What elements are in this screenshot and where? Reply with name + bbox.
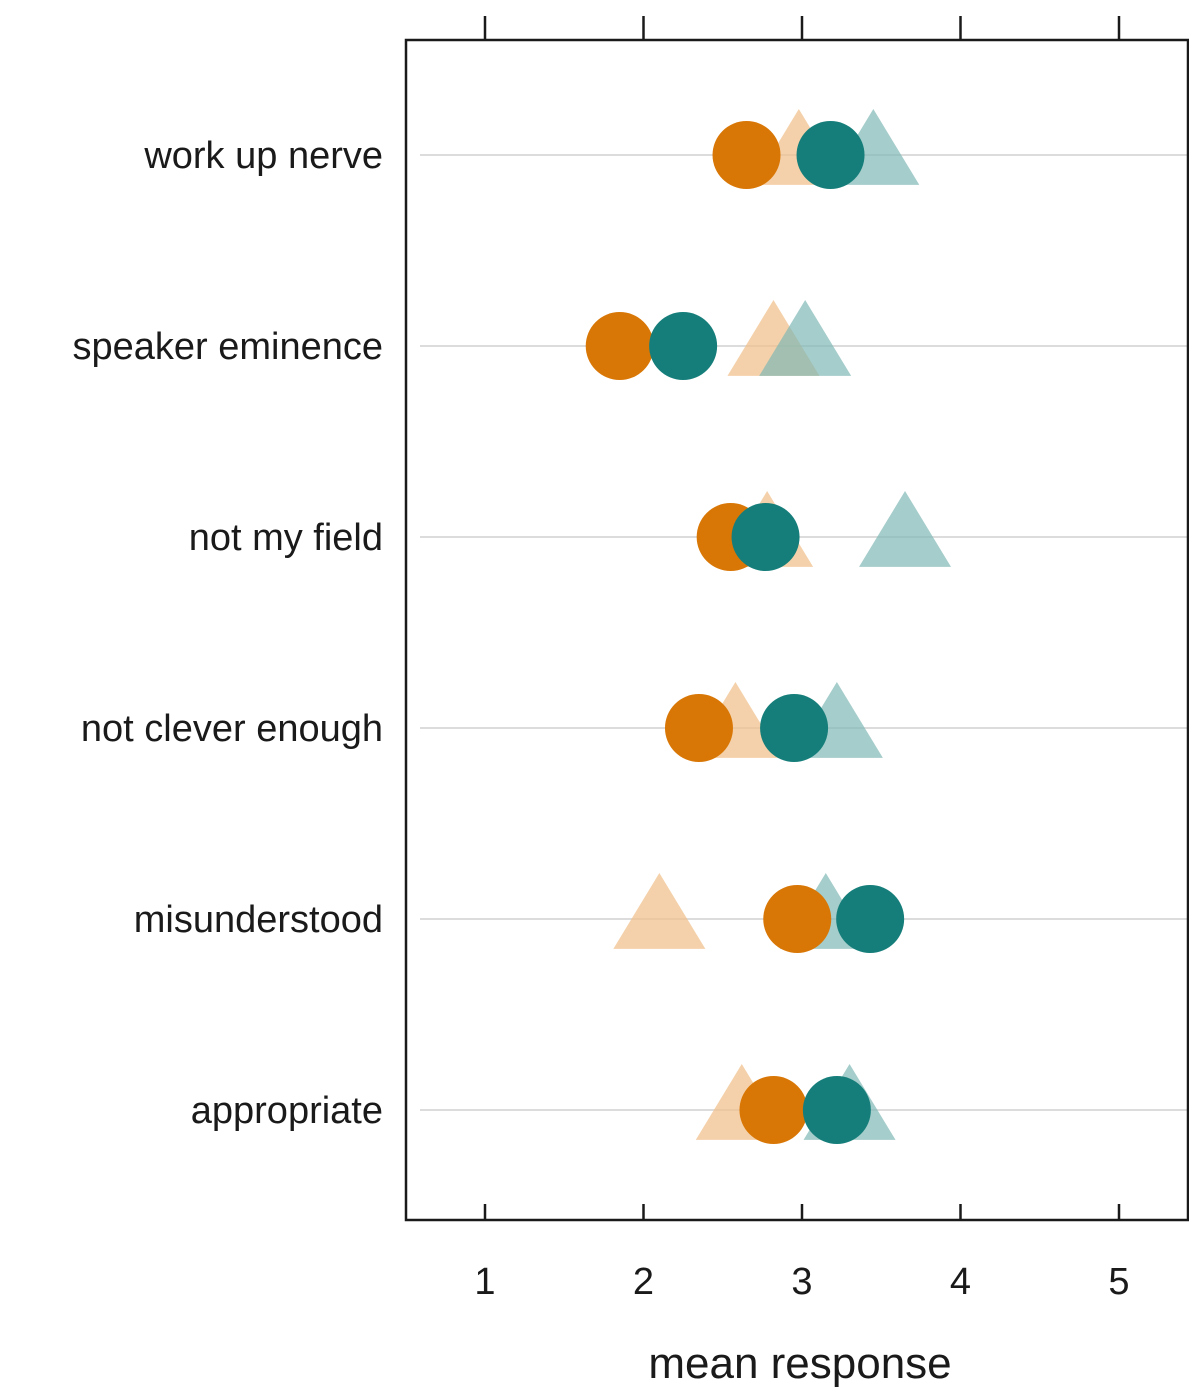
triangle-point-s0-c4 <box>613 873 706 949</box>
circle-point-s3-c0 <box>796 121 865 189</box>
circle-point-s2-c1 <box>585 312 654 380</box>
x-tick-label-0: 1 <box>474 1261 495 1303</box>
circle-point-s3-c2 <box>731 503 800 571</box>
category-label-4: misunderstood <box>134 899 383 941</box>
x-tick-label-4: 5 <box>1108 1261 1129 1303</box>
data-marks <box>585 109 952 1144</box>
triangle-point-s1-c2 <box>859 491 952 567</box>
circle-point-s2-c3 <box>664 694 733 762</box>
triangle-point-s1-c1 <box>759 300 852 376</box>
circle-point-s2-c5 <box>739 1076 808 1144</box>
circle-point-s3-c5 <box>802 1076 871 1144</box>
x-tick-labels: 1 2 3 4 5 <box>474 1261 1129 1303</box>
category-labels: work up nerve speaker eminence not my fiel… <box>72 135 383 1132</box>
gridlines <box>420 154 1188 1111</box>
circle-point-s2-c4 <box>763 885 832 953</box>
x-tick-label-3: 4 <box>950 1261 971 1303</box>
category-label-3: not clever enough <box>81 708 383 750</box>
plot-frame <box>404 38 1189 1222</box>
category-label-1: speaker eminence <box>72 326 383 368</box>
axis-ticks <box>483 16 1121 1220</box>
x-axis-title: mean response <box>648 1339 951 1388</box>
circle-point-s3-c4 <box>836 885 905 953</box>
category-label-0: work up nerve <box>143 135 383 177</box>
circle-point-s3-c3 <box>760 694 829 762</box>
circle-point-s2-c0 <box>712 121 781 189</box>
category-label-2: not my field <box>189 517 383 559</box>
x-tick-label-1: 2 <box>633 1261 654 1303</box>
category-label-5: appropriate <box>191 1090 383 1132</box>
x-tick-label-2: 3 <box>791 1261 812 1303</box>
circle-point-s3-c1 <box>649 312 718 380</box>
